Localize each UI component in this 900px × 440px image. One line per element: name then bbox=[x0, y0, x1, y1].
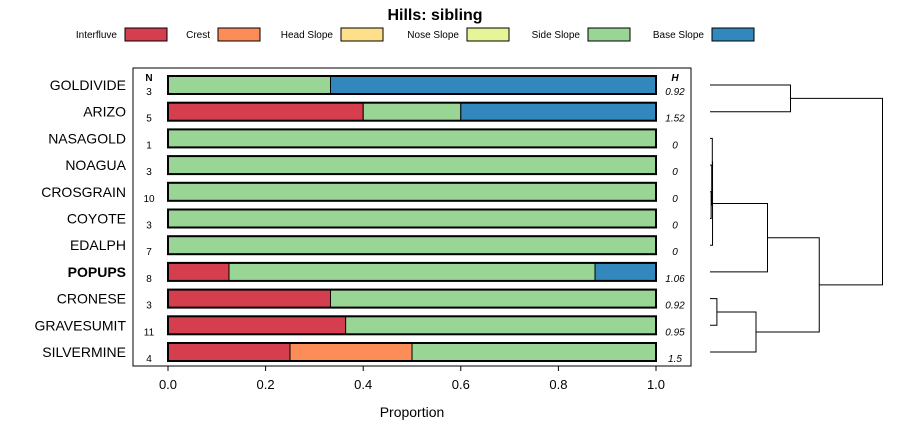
plot-frame bbox=[132, 67, 692, 367]
bar-segment-popups-side-slope bbox=[228, 262, 596, 282]
bar-segment-popups-interfluve bbox=[167, 262, 230, 282]
legend-swatch-head-slope bbox=[340, 27, 384, 42]
h-value-silvermine: 1.5 bbox=[668, 354, 682, 365]
h-value-crosgrain: 0 bbox=[672, 194, 678, 205]
h-value-edalph: 0 bbox=[672, 247, 678, 258]
legend-label-base-slope: Base Slope bbox=[653, 30, 705, 41]
dendrogram-branch bbox=[710, 191, 712, 219]
x-tick-label: 0.8 bbox=[549, 377, 567, 392]
x-tick-label: 0.4 bbox=[354, 377, 372, 392]
row-label-gravesumit: GRAVESUMIT bbox=[34, 317, 126, 333]
x-tick-label: 0.0 bbox=[159, 377, 177, 392]
bar-segment-gravesumit-interfluve bbox=[167, 315, 347, 335]
x-tick-label: 1.0 bbox=[647, 377, 665, 392]
n-column-header: N bbox=[145, 73, 152, 84]
bar-outline-popups bbox=[167, 261, 657, 282]
legend-swatch-interfluve bbox=[124, 27, 168, 42]
bar-segment-goldivide-side-slope bbox=[167, 75, 332, 95]
h-value-popups: 1.06 bbox=[665, 274, 685, 285]
bar-segment-arizo-side-slope bbox=[362, 102, 462, 122]
row-label-nasagold: NASAGOLD bbox=[48, 130, 126, 146]
legend-swatch-base-slope bbox=[711, 27, 755, 42]
row-label-popups: POPUPS bbox=[68, 264, 126, 280]
bar-segment-goldivide-base-slope bbox=[330, 75, 657, 95]
bar-segment-arizo-base-slope bbox=[460, 102, 657, 122]
bar-outline-gravesumit bbox=[167, 315, 657, 336]
x-tick-label: 0.2 bbox=[257, 377, 275, 392]
row-label-cronese: CRONESE bbox=[57, 291, 126, 307]
dendrogram-branch bbox=[756, 237, 820, 333]
n-value-goldivide: 3 bbox=[146, 87, 152, 98]
n-value-gravesumit: 11 bbox=[144, 327, 155, 338]
bar-outline-noagua bbox=[167, 155, 657, 176]
bar-segment-arizo-interfluve bbox=[167, 102, 364, 122]
h-value-coyote: 0 bbox=[672, 221, 678, 232]
x-axis: 0.0 0.2 0.4 0.6 0.8 1.0 bbox=[159, 366, 665, 392]
bar-outline-coyote bbox=[167, 208, 657, 229]
row-label-silvermine: SILVERMINE bbox=[42, 344, 126, 360]
x-tick-label: 0.6 bbox=[452, 377, 470, 392]
bar-outline-nasagold bbox=[167, 128, 657, 149]
h-value-cronese: 0.92 bbox=[665, 301, 685, 312]
row-label-crosgrain: CROSGRAIN bbox=[41, 184, 126, 200]
h-value-arizo: 1.52 bbox=[665, 114, 685, 125]
bar-segment-noagua-side-slope bbox=[167, 155, 657, 175]
bar-segment-silvermine-side-slope bbox=[411, 342, 657, 362]
n-value-noagua: 3 bbox=[146, 167, 152, 178]
bar-segment-cronese-interfluve bbox=[167, 289, 332, 309]
h-value-gravesumit: 0.95 bbox=[665, 327, 685, 338]
legend-swatch-crest bbox=[217, 27, 261, 42]
dendrogram-branch bbox=[710, 202, 768, 273]
bar-segment-cronese-side-slope bbox=[330, 289, 657, 309]
legend-label-nose-slope: Nose Slope bbox=[407, 30, 459, 41]
h-value-noagua: 0 bbox=[672, 167, 678, 178]
legend-swatch-side-slope bbox=[587, 27, 631, 42]
h-value-goldivide: 0.92 bbox=[665, 87, 685, 98]
legend-swatch-nose-slope bbox=[466, 27, 510, 42]
bar-outline-edalph bbox=[167, 235, 657, 256]
n-value-arizo: 5 bbox=[146, 114, 152, 125]
legend: Interfluve Crest Head Slope Nose Slope Side … bbox=[76, 27, 755, 42]
row-label-arizo: ARIZO bbox=[83, 104, 126, 120]
bar-segment-nasagold-side-slope bbox=[167, 128, 657, 148]
n-value-popups: 8 bbox=[146, 274, 152, 285]
bar-segment-coyote-side-slope bbox=[167, 209, 657, 228]
h-value-nasagold: 0 bbox=[672, 140, 678, 151]
bar-outline-crosgrain bbox=[167, 181, 657, 202]
n-value-silvermine: 4 bbox=[146, 354, 152, 365]
row-label-noagua: NOAGUA bbox=[65, 157, 126, 173]
dendrogram-branch bbox=[710, 84, 791, 113]
n-value-crosgrain: 10 bbox=[143, 194, 155, 205]
bar-outline-goldivide bbox=[167, 75, 657, 95]
x-axis-label: Proportion bbox=[380, 404, 445, 420]
bar-outline-silvermine bbox=[167, 342, 657, 362]
bar-outline-cronese bbox=[167, 288, 657, 309]
legend-label-side-slope: Side Slope bbox=[532, 30, 581, 41]
bar-segment-crosgrain-side-slope bbox=[167, 182, 657, 202]
row-label-edalph: EDALPH bbox=[70, 237, 126, 253]
legend-label-head-slope: Head Slope bbox=[281, 30, 334, 41]
h-column-header: H bbox=[671, 73, 679, 84]
bar-outline-arizo bbox=[167, 101, 657, 122]
n-value-nasagold: 1 bbox=[146, 140, 152, 151]
dendrogram-branch bbox=[710, 137, 713, 186]
bar-segment-edalph-side-slope bbox=[167, 235, 657, 255]
n-value-cronese: 3 bbox=[146, 301, 152, 312]
row-label-goldivide: GOLDIVIDE bbox=[50, 77, 126, 93]
bar-segment-silvermine-interfluve bbox=[167, 342, 291, 362]
row-label-coyote: COYOTE bbox=[67, 211, 126, 227]
legend-label-crest: Crest bbox=[186, 30, 210, 41]
bar-segment-popups-base-slope bbox=[594, 262, 657, 282]
chart-title: Hills: sibling bbox=[387, 7, 482, 24]
legend-label-interfluve: Interfluve bbox=[76, 30, 118, 41]
n-value-coyote: 3 bbox=[146, 221, 152, 232]
bar-segment-silvermine-crest bbox=[289, 342, 413, 362]
dendrogram-branch bbox=[710, 298, 718, 326]
bar-segment-gravesumit-side-slope bbox=[345, 315, 657, 335]
n-value-edalph: 7 bbox=[146, 247, 152, 258]
dendrogram bbox=[710, 84, 883, 353]
dendrogram-branch bbox=[790, 97, 883, 286]
